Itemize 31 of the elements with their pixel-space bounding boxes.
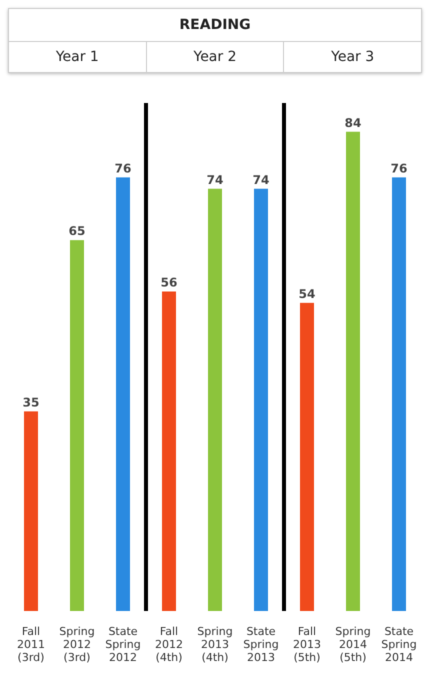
data-label: 54 (298, 286, 316, 301)
x-tick-label: Fall 2012 (4th) (155, 625, 183, 664)
text: Year 1 (54, 48, 100, 67)
chart-title: READING (9, 9, 421, 42)
bar (116, 177, 130, 611)
x-tick-label: Spring 2014 (5th) (335, 625, 371, 664)
data-label: 65 (68, 224, 86, 238)
bar (162, 292, 176, 611)
bar (254, 188, 268, 611)
x-tick-label: Spring 2012 (3rd) (59, 625, 95, 664)
data-label: 56 (160, 276, 178, 290)
bar (392, 177, 406, 611)
bar (208, 188, 222, 611)
bar (24, 411, 38, 611)
x-tick-label: State Spring 2012 (105, 625, 141, 664)
data-label: 74 (206, 172, 224, 187)
bar (300, 302, 314, 611)
text: Year 3 (283, 42, 422, 72)
x-tick-label: Spring 2013 (4th) (197, 625, 233, 664)
x-tick-label: Fall 2011 (3rd) (17, 625, 45, 664)
data-label: 84 (344, 116, 362, 130)
data-label: 76 (390, 161, 408, 176)
bar (346, 132, 360, 611)
data-label: 76 (114, 161, 132, 176)
bar (70, 240, 84, 611)
x-tick-label: Fall 2013 (5th) (293, 625, 321, 664)
x-tick-label: State Spring 2013 (243, 625, 279, 664)
data-label: 74 (252, 172, 270, 187)
data-label: 35 (22, 395, 40, 410)
text: Year 2 (146, 42, 284, 72)
x-tick-label: State Spring 2014 (381, 625, 417, 664)
